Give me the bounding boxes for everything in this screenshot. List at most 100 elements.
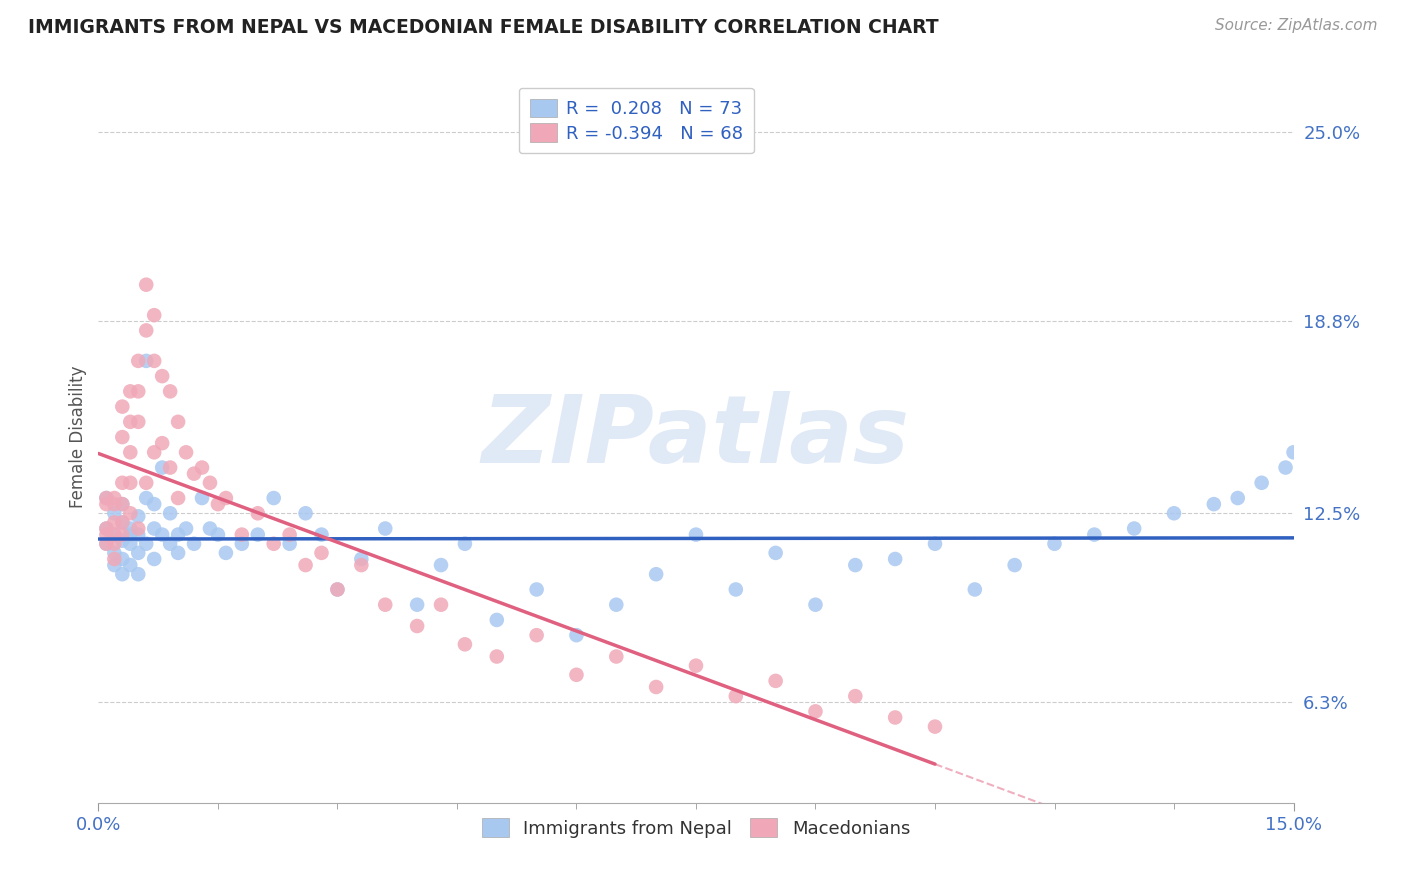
Point [804, 598, 827, 612]
Point [127, 521, 149, 535]
Point [526, 628, 548, 642]
Point [685, 527, 707, 541]
Point [135, 491, 157, 505]
Point [127, 415, 149, 429]
Point [884, 710, 907, 724]
Point [884, 552, 907, 566]
Point [167, 527, 190, 541]
Text: IMMIGRANTS FROM NEPAL VS MACEDONIAN FEMALE DISABILITY CORRELATION CHART: IMMIGRANTS FROM NEPAL VS MACEDONIAN FEMA… [28, 18, 939, 37]
Point [1004, 558, 1026, 573]
Point [111, 527, 134, 541]
Point [215, 546, 238, 560]
Point [350, 552, 373, 566]
Point [198, 521, 221, 535]
Point [120, 475, 142, 490]
Point [127, 509, 149, 524]
Point [294, 506, 316, 520]
Point [159, 460, 181, 475]
Point [120, 558, 142, 573]
Point [103, 506, 125, 520]
Point [120, 521, 142, 535]
Point [96, 521, 118, 535]
Point [143, 308, 166, 322]
Point [844, 558, 866, 573]
Point [605, 649, 627, 664]
Point [215, 491, 238, 505]
Point [111, 430, 134, 444]
Point [924, 537, 946, 551]
Legend: Immigrants from Nepal, Macedonians: Immigrants from Nepal, Macedonians [475, 811, 917, 845]
Point [103, 491, 125, 505]
Point [111, 497, 134, 511]
Point [120, 506, 142, 520]
Point [143, 497, 166, 511]
Point [263, 537, 285, 551]
Point [350, 558, 373, 573]
Point [96, 537, 118, 551]
Point [96, 527, 118, 541]
Point [374, 521, 396, 535]
Point [191, 460, 214, 475]
Text: ZIPatlas: ZIPatlas [482, 391, 910, 483]
Point [1123, 521, 1146, 535]
Point [406, 598, 429, 612]
Point [150, 369, 173, 384]
Point [246, 506, 269, 520]
Point [645, 567, 668, 582]
Point [135, 537, 157, 551]
Point [167, 415, 190, 429]
Point [565, 628, 588, 642]
Point [96, 537, 118, 551]
Point [111, 552, 134, 566]
Point [127, 384, 149, 399]
Point [804, 705, 827, 719]
Point [207, 527, 229, 541]
Point [120, 445, 142, 459]
Point [231, 527, 253, 541]
Point [526, 582, 548, 597]
Point [645, 680, 668, 694]
Point [485, 649, 508, 664]
Point [96, 497, 118, 511]
Point [374, 598, 396, 612]
Point [263, 491, 285, 505]
Point [135, 277, 157, 292]
Point [103, 516, 125, 530]
Point [174, 445, 197, 459]
Point [143, 445, 166, 459]
Point [326, 582, 349, 597]
Point [159, 506, 181, 520]
Point [159, 537, 181, 551]
Point [96, 491, 118, 505]
Point [430, 598, 453, 612]
Point [1282, 445, 1305, 459]
Point [311, 527, 333, 541]
Y-axis label: Female Disability: Female Disability [69, 366, 87, 508]
Point [120, 415, 142, 429]
Point [150, 527, 173, 541]
Point [174, 521, 197, 535]
Point [111, 516, 134, 530]
Point [135, 475, 157, 490]
Point [963, 582, 986, 597]
Point [127, 546, 149, 560]
Point [103, 527, 125, 541]
Point [724, 689, 747, 703]
Point [311, 546, 333, 560]
Point [207, 497, 229, 511]
Point [135, 323, 157, 337]
Point [103, 537, 125, 551]
Point [430, 558, 453, 573]
Point [135, 354, 157, 368]
Point [96, 491, 118, 505]
Point [278, 537, 301, 551]
Point [127, 527, 149, 541]
Point [111, 400, 134, 414]
Point [1274, 460, 1296, 475]
Point [143, 354, 166, 368]
Point [605, 598, 627, 612]
Point [111, 475, 134, 490]
Point [127, 354, 149, 368]
Point [150, 436, 173, 450]
Point [844, 689, 866, 703]
